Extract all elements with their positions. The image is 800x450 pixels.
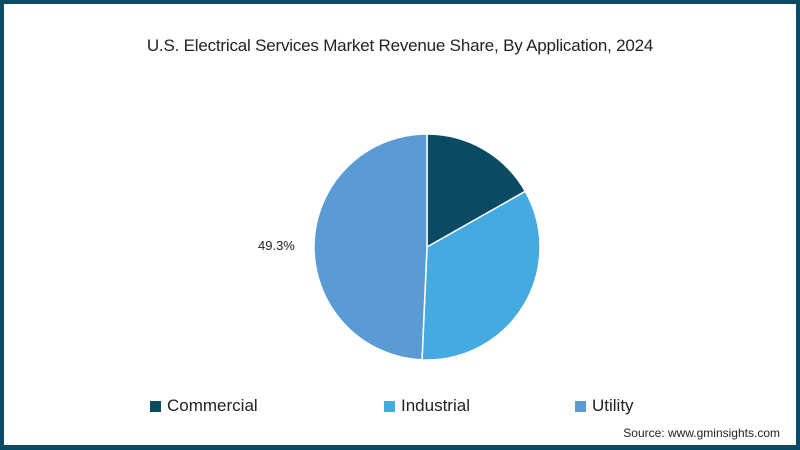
pie-slice-commercial bbox=[426, 133, 527, 249]
pie-slice-utility bbox=[313, 133, 428, 361]
legend-label: Commercial bbox=[167, 396, 258, 415]
legend-item-utility: Utility bbox=[575, 396, 634, 416]
industrial-swatch-icon bbox=[384, 400, 395, 412]
chart-title: U.S. Electrical Services Market Revenue … bbox=[146, 36, 654, 55]
utility-data-label: 49.3% bbox=[258, 238, 295, 253]
legend-item-commercial: Commercial bbox=[150, 396, 258, 416]
legend-label: Utility bbox=[592, 396, 634, 415]
legend-label: Industrial bbox=[401, 396, 470, 415]
commercial-swatch-icon bbox=[150, 400, 161, 412]
source-note: Source: www.gminsights.com bbox=[623, 426, 780, 440]
pie-slice-industrial bbox=[421, 190, 541, 361]
legend-item-industrial: Industrial bbox=[384, 396, 470, 416]
utility-swatch-icon bbox=[575, 400, 586, 412]
